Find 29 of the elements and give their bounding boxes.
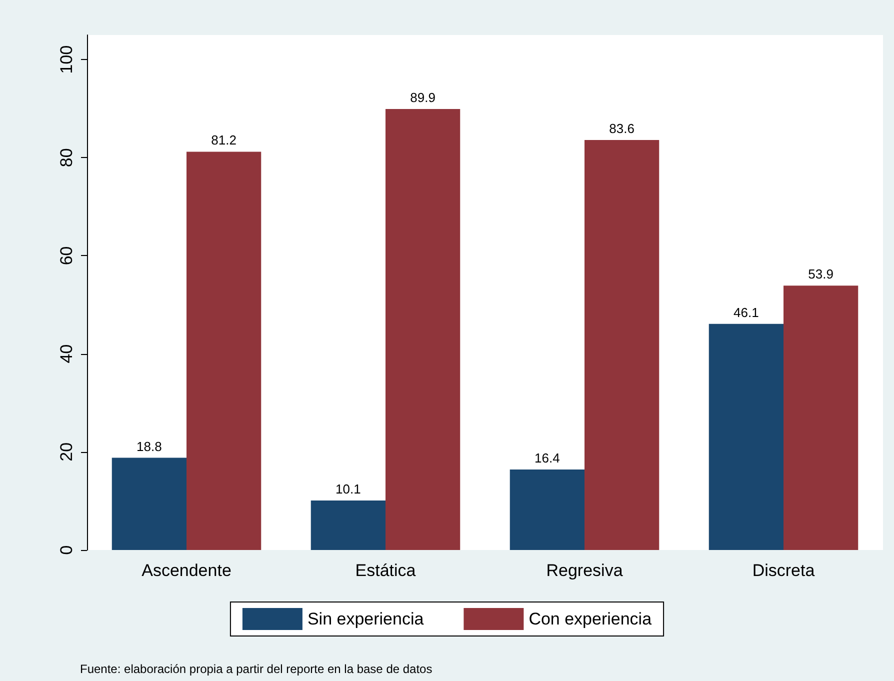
data-label: 83.6	[609, 120, 634, 136]
data-label: 16.4	[534, 450, 560, 466]
bar	[310, 500, 386, 550]
bar	[386, 109, 460, 550]
legend-label: Sin experiencia	[307, 610, 424, 628]
source-note: Fuente: elaboración propia a partir del reporte en la base de datos	[80, 662, 432, 676]
bar	[510, 470, 584, 550]
data-label: 18.8	[136, 438, 162, 454]
bar	[708, 324, 784, 550]
y-tick-label: 80	[57, 148, 76, 168]
bar	[584, 140, 660, 550]
y-tick-label: 100	[57, 45, 76, 74]
y-tick-label: 0	[57, 545, 76, 555]
data-label: 53.9	[808, 266, 834, 282]
data-label: 89.9	[410, 90, 436, 106]
bar	[186, 152, 262, 550]
data-label: 81.2	[211, 132, 236, 148]
x-tick-label: Discreta	[752, 561, 816, 580]
data-label: 46.1	[734, 304, 759, 320]
bar	[112, 458, 186, 550]
y-tick-label: 40	[57, 344, 76, 364]
data-label: 10.1	[336, 481, 361, 496]
x-tick-label: Ascendente	[142, 561, 232, 580]
y-tick-label: 60	[57, 246, 76, 266]
x-tick-label: Regresiva	[546, 561, 624, 580]
legend-label: Con experiencia	[528, 610, 652, 628]
bar	[784, 286, 858, 550]
y-tick-label: 20	[57, 442, 76, 462]
x-tick-label: Estática	[355, 561, 416, 580]
